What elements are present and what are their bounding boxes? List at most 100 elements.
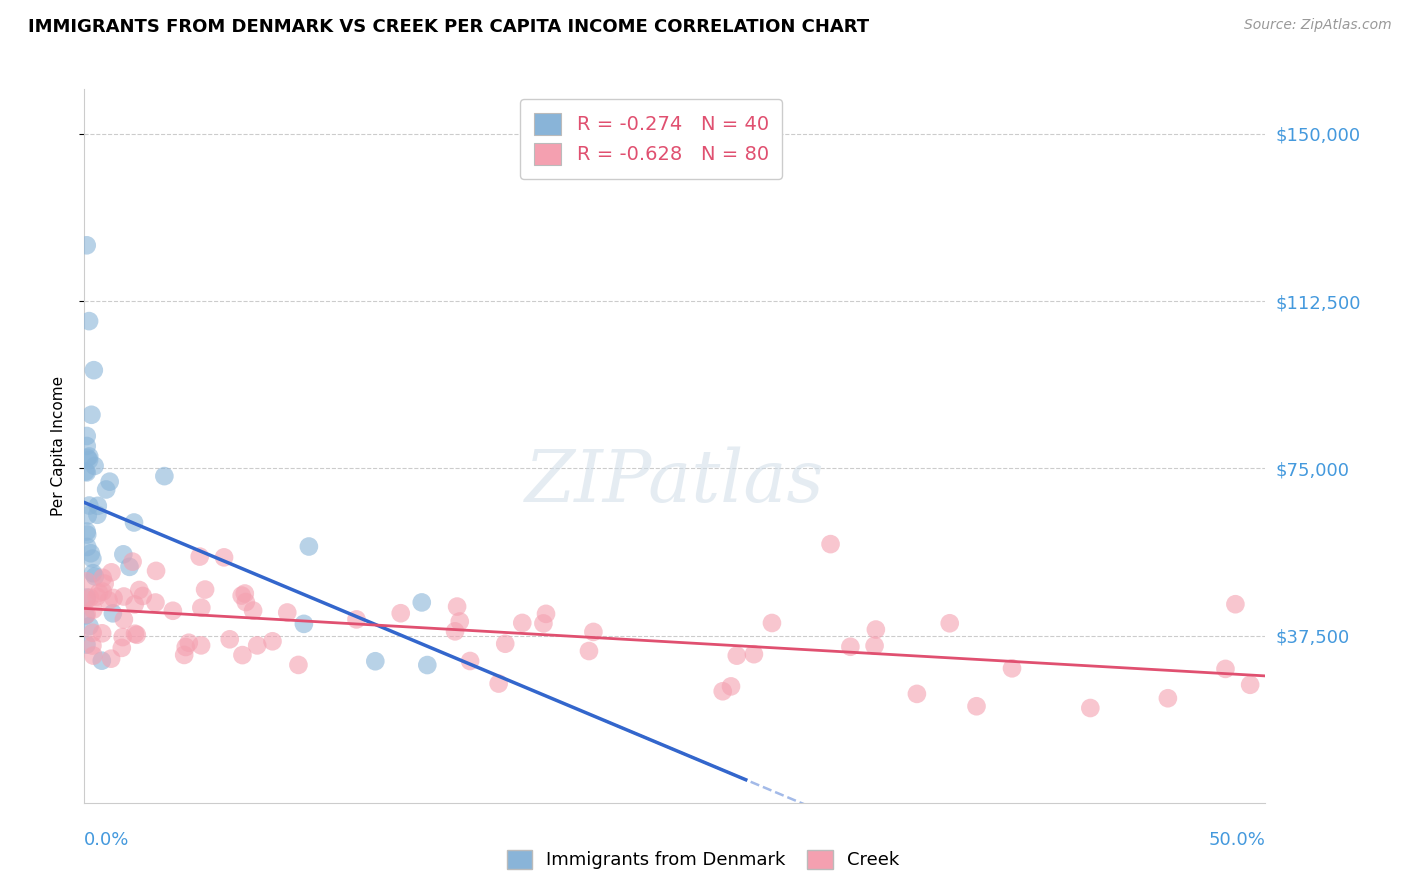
Point [839, 640, 862, 654]
Point [118, 559, 141, 574]
Point [87, 586, 110, 600]
Point [76, 527, 98, 541]
Point [98, 475, 121, 489]
Text: Source: ZipAtlas.com: Source: ZipAtlas.com [1244, 18, 1392, 32]
Point [242, 603, 264, 617]
Point [103, 591, 125, 605]
Point [449, 615, 471, 629]
Point [124, 626, 146, 640]
Point [1239, 678, 1261, 692]
Point [231, 589, 253, 603]
Point [93, 576, 115, 591]
Point [865, 623, 887, 637]
Point [145, 564, 167, 578]
Point [112, 547, 135, 561]
Text: ZIPatlas: ZIPatlas [524, 446, 825, 517]
Point [287, 657, 309, 672]
Point [86, 508, 108, 522]
Point [364, 654, 387, 668]
Point [212, 550, 235, 565]
Point [79, 619, 101, 633]
Point [76, 466, 98, 480]
Point [488, 676, 510, 690]
Point [132, 589, 155, 603]
Point [863, 639, 886, 653]
Point [111, 630, 134, 644]
Point [79, 591, 101, 605]
Point [1215, 662, 1237, 676]
Point [458, 654, 481, 668]
Point [761, 615, 783, 630]
Point [76, 429, 98, 443]
Point [76, 638, 98, 652]
Point [82, 602, 104, 616]
Point [83, 363, 105, 377]
Point [97, 593, 120, 607]
Point [128, 582, 150, 597]
Point [742, 647, 765, 661]
Point [188, 549, 211, 564]
Point [411, 595, 433, 609]
Point [100, 651, 122, 665]
Point [174, 640, 197, 654]
Point [91, 571, 114, 585]
Point [494, 637, 516, 651]
Text: IMMIGRANTS FROM DENMARK VS CREEK PER CAPITA INCOME CORRELATION CHART: IMMIGRANTS FROM DENMARK VS CREEK PER CAP… [28, 18, 869, 36]
Point [76, 574, 98, 589]
Point [122, 516, 145, 530]
Point [77, 453, 100, 467]
Point [76, 450, 98, 465]
Point [233, 586, 256, 600]
Point [1225, 597, 1247, 611]
Point [76, 540, 98, 554]
Legend: Immigrants from Denmark, Creek: Immigrants from Denmark, Creek [498, 841, 908, 879]
Point [82, 625, 104, 640]
Point [83, 569, 105, 583]
Point [86, 590, 108, 604]
Point [446, 599, 468, 614]
Point [720, 679, 742, 693]
Point [90, 654, 112, 668]
Point [82, 639, 104, 653]
Point [76, 592, 98, 607]
Point [76, 238, 98, 252]
Point [91, 626, 114, 640]
Point [121, 555, 143, 569]
Point [87, 499, 110, 513]
Point [966, 699, 988, 714]
Point [1078, 701, 1101, 715]
Legend: R = -0.274   N = 40, R = -0.628   N = 80: R = -0.274 N = 40, R = -0.628 N = 80 [520, 99, 782, 178]
Point [578, 644, 600, 658]
Point [276, 606, 298, 620]
Point [76, 508, 98, 523]
Point [190, 639, 212, 653]
Point [389, 606, 412, 620]
Point [83, 458, 105, 473]
Point [76, 591, 98, 605]
Point [75, 465, 97, 479]
Point [262, 634, 284, 648]
Point [112, 612, 135, 626]
Point [111, 640, 134, 655]
Point [173, 648, 195, 662]
Point [938, 616, 960, 631]
Point [298, 540, 321, 554]
Point [75, 608, 97, 623]
Point [1157, 691, 1180, 706]
Point [77, 499, 100, 513]
Point [145, 595, 167, 609]
Y-axis label: Per Capita Income: Per Capita Income [51, 376, 66, 516]
Point [534, 607, 557, 621]
Point [82, 566, 104, 581]
Point [77, 450, 100, 464]
Point [124, 598, 146, 612]
Point [905, 687, 928, 701]
Point [91, 584, 114, 599]
Point [100, 566, 122, 580]
Point [510, 615, 533, 630]
Point [711, 684, 734, 698]
Point [194, 582, 217, 597]
Point [80, 408, 103, 422]
Point [725, 648, 748, 663]
Point [346, 612, 368, 626]
